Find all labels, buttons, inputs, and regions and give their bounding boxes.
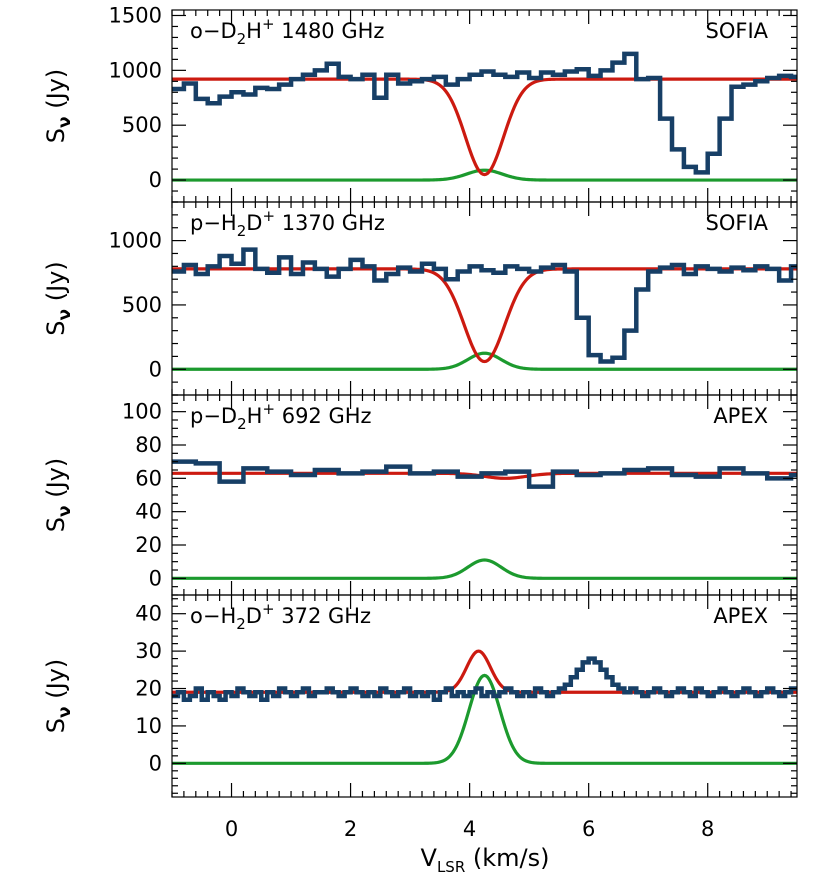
x-tick-label: 0 (225, 817, 238, 841)
model-line-o-d2h (172, 77, 797, 177)
transition-name-part: p−H (190, 211, 237, 235)
transition-name-part: H (247, 404, 263, 428)
panel-p-d2h: 0 20 40 60 80 100 p−D2H+ 692 GHz APEX Sν (Jy) (42, 394, 798, 596)
model-line-p-h2d (172, 267, 797, 364)
transition-name-part: p−D (190, 404, 237, 428)
y-axis-label-main: S (42, 128, 70, 143)
transition-name-part: o−H (190, 604, 236, 628)
y-axis-label-o-h2d: Sν (Jy) (42, 659, 75, 733)
y-tick-label-o-h2d: 10 (135, 714, 162, 738)
transition-label-p-d2h: p−D2H+ 692 GHz (190, 400, 372, 433)
y-axis-label-units: (Jy) (42, 458, 70, 506)
transition-subscript: 2 (237, 30, 247, 48)
x-tick-label: 6 (582, 817, 595, 841)
transition-frequency: 692 GHz (275, 404, 372, 428)
y-axis-label-sub: ν (55, 706, 75, 718)
x-axis-label: VLSR (km/s) (421, 844, 550, 876)
y-tick-label-p-d2h: 80 (135, 433, 162, 457)
transition-subscript: 2 (236, 615, 246, 633)
panel-o-d2h: 0 500 1000 1500 o−D2H+ 1480 GHz SOFIA Sν (Jy) (42, 3, 798, 203)
y-tick-label-o-h2d: 0 (149, 751, 162, 775)
transition-name-part: D (246, 211, 262, 235)
x-axis-label-main: V (421, 844, 438, 872)
y-axis-label-main: S (42, 517, 70, 532)
transition-superscript: + (262, 600, 275, 618)
y-tick-label-p-h2d: 500 (122, 293, 162, 317)
transition-superscript: + (262, 400, 275, 418)
y-tick-label-p-d2h: 0 (149, 566, 162, 590)
y-axis-label-main: S (42, 321, 70, 336)
y-axis-label-p-h2d: Sν (Jy) (42, 261, 75, 335)
x-axis: 0 2 4 6 8 (225, 817, 715, 841)
component-line-p-d2h (172, 558, 797, 580)
observed-spectrum-o-d2h (172, 51, 797, 175)
y-axis-label-o-d2h: Sν (Jy) (42, 69, 75, 143)
x-tick-label: 8 (701, 817, 714, 841)
transition-frequency: 1480 GHz (275, 19, 385, 43)
y-axis-label-units: (Jy) (42, 659, 70, 707)
y-tick-label-o-h2d: 40 (135, 602, 162, 626)
y-tick-label-o-d2h: 500 (122, 113, 162, 137)
model-line-o-h2d (172, 649, 797, 694)
transition-frequency: 1370 GHz (275, 211, 385, 235)
telescope-label-p-d2h: APEX (713, 404, 768, 428)
transition-subscript: 2 (237, 222, 247, 240)
transition-superscript: + (262, 15, 275, 33)
transition-label-o-h2d: o−H2D+ 372 GHz (190, 600, 371, 633)
observed-spectrum-p-d2h (172, 459, 797, 489)
y-tick-label-o-h2d: 20 (135, 677, 162, 701)
x-tick-label: 2 (344, 817, 357, 841)
y-axis-label-units: (Jy) (42, 261, 70, 309)
y-tick-label-o-h2d: 30 (135, 639, 162, 663)
transition-frequency: 372 GHz (275, 604, 372, 628)
panel-frame-p-h2d (171, 201, 798, 396)
panel-p-h2d: 0 500 1000 p−H2D+ 1370 GHz SOFIA Sν (Jy) (42, 201, 798, 396)
component-line-p-h2d (172, 351, 797, 371)
component-line-o-d2h (172, 168, 797, 182)
y-tick-label-p-d2h: 40 (135, 500, 162, 524)
telescope-label-o-d2h: SOFIA (706, 19, 769, 43)
transition-name-part: D (246, 604, 262, 628)
y-axis-label-main: S (42, 718, 70, 733)
transition-label-p-h2d: p−H2D+ 1370 GHz (190, 207, 385, 240)
observed-spectrum-o-h2d (172, 656, 797, 702)
y-axis-label-sub: ν (55, 116, 75, 128)
y-tick-label-o-d2h: 0 (149, 168, 162, 192)
y-tick-label-p-d2h: 100 (122, 400, 162, 424)
transition-name-part: o−D (190, 19, 237, 43)
y-axis-label-units: (Jy) (42, 69, 70, 117)
transition-subscript: 2 (237, 415, 247, 433)
telescope-label-p-h2d: SOFIA (706, 211, 769, 235)
y-tick-label-p-h2d: 1000 (109, 229, 162, 253)
component-line-o-h2d (172, 673, 797, 765)
y-axis-label-sub: ν (55, 505, 75, 517)
y-axis-label-p-d2h: Sν (Jy) (42, 458, 75, 532)
x-axis-label-units: (km/s) (465, 844, 549, 872)
x-axis-label-sub: LSR (437, 858, 465, 876)
panel-o-h2d: 0 10 20 30 40 o−H2D+ 372 GHz APEX Sν (Jy) (42, 594, 798, 798)
y-axis-label-sub: ν (55, 309, 75, 321)
transition-superscript: + (262, 207, 275, 225)
y-tick-label-p-d2h: 20 (135, 533, 162, 557)
y-tick-label-o-d2h: 1500 (109, 3, 162, 27)
y-tick-label-o-d2h: 1000 (109, 58, 162, 82)
panel-frame-p-d2h (171, 394, 798, 596)
y-tick-label-p-h2d: 0 (149, 357, 162, 381)
telescope-label-o-h2d: APEX (713, 604, 768, 628)
transition-name-part: H (246, 19, 262, 43)
observed-spectrum-p-h2d (172, 247, 797, 364)
x-tick-label: 4 (463, 817, 476, 841)
y-tick-label-p-d2h: 60 (135, 466, 162, 490)
transition-label-o-d2h: o−D2H+ 1480 GHz (190, 15, 384, 48)
